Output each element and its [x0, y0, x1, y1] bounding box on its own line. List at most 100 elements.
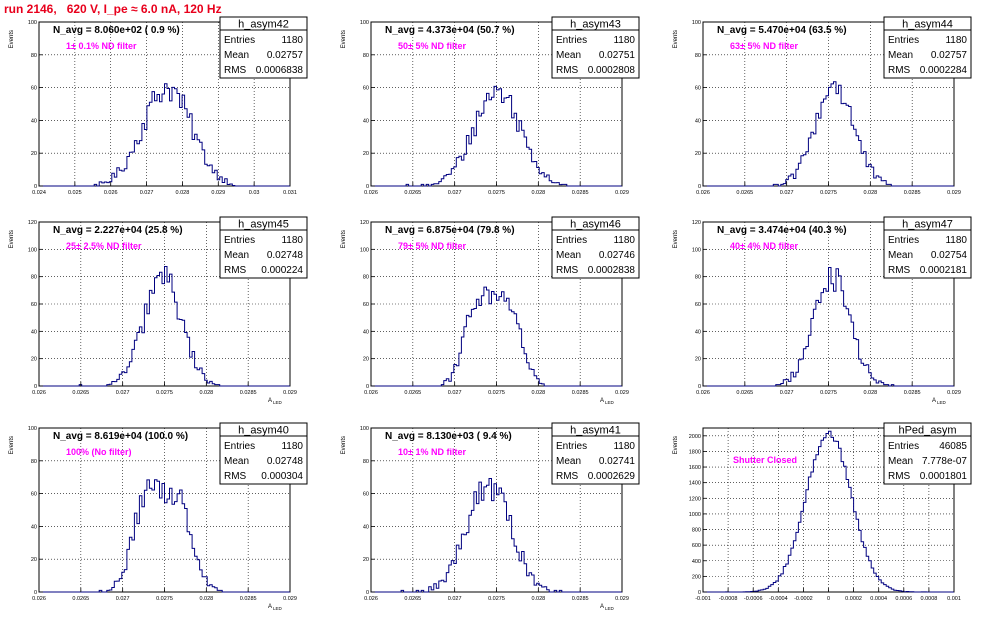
x-tick-label: 0.0265 [72, 596, 89, 602]
stats-label-entries: Entries [888, 235, 919, 246]
x-tick-label: 0.028 [199, 596, 213, 602]
x-tick-label: 0.0265 [736, 190, 753, 196]
stats-value-mean: 0.02751 [599, 50, 636, 61]
stats-label-mean: Mean [556, 250, 581, 261]
y-tick-label: 80 [363, 53, 369, 59]
x-tick-label: 0.026 [32, 390, 46, 396]
histogram-line [39, 83, 290, 187]
y-axis-label: Events [673, 436, 679, 454]
y-tick-label: 60 [695, 86, 701, 92]
histogram-name: hPed_asym [898, 425, 956, 437]
x-tick-label: 0.0265 [72, 390, 89, 396]
histogram-name: h_asym45 [238, 219, 289, 231]
stats-box [219, 422, 308, 485]
y-axis-label: Events [9, 30, 15, 48]
histogram-name: h_asym43 [570, 19, 621, 31]
stats-value-mean: 0.02748 [267, 456, 304, 467]
stats-label-entries: Entries [224, 441, 255, 452]
y-axis-label: Events [9, 436, 15, 454]
y-tick-label: 1000 [689, 512, 701, 518]
y-tick-label: 60 [363, 302, 369, 308]
x-tick-label: 0.027 [780, 190, 794, 196]
y-tick-label: 800 [692, 528, 701, 534]
histogram-line [703, 81, 954, 187]
y-tick-label: 60 [31, 302, 37, 308]
y-axis-label: Events [341, 436, 347, 454]
stats-value-entries: 1180 [281, 235, 303, 246]
y-axis-label: Events [673, 230, 679, 248]
x-axis-label-subscript: LED [273, 400, 283, 405]
stats-box [551, 216, 640, 279]
histogram-line [703, 267, 954, 387]
x-tick-label: 0.0285 [904, 390, 921, 396]
stats-label-entries: Entries [224, 235, 255, 246]
y-tick-label: 20 [31, 557, 37, 563]
y-tick-label: 0 [698, 184, 701, 190]
panel-h-asym46: 0.026 0.0265 0.027 0.0275 0.028 0.0285 0.029 0 2… [332, 214, 664, 414]
stats-value-mean: 0.02741 [599, 456, 636, 467]
x-tick-label: 0.028 [531, 390, 545, 396]
x-tick-label: 0.0004 [870, 596, 887, 602]
stats-value-rms: 0.0001801 [920, 471, 968, 482]
stats-value-rms: 0.0002808 [588, 65, 636, 76]
x-tick-label: 0.026 [32, 596, 46, 602]
stats-value-entries: 1180 [945, 235, 967, 246]
x-tick-label: 0.0285 [572, 596, 589, 602]
stats-label-rms: RMS [888, 65, 911, 76]
y-tick-label: 60 [695, 302, 701, 308]
stats-label-mean: Mean [224, 250, 249, 261]
histogram-name: h_asym46 [570, 219, 621, 231]
y-axis-label: Events [341, 230, 347, 248]
y-tick-label: 80 [695, 53, 701, 59]
stats-label-rms: RMS [888, 265, 911, 276]
stats-label-entries: Entries [556, 441, 587, 452]
stats-value-mean: 0.02754 [931, 250, 968, 261]
x-tick-label: 0.027 [116, 596, 130, 602]
x-tick-label: 0.029 [211, 190, 225, 196]
panel-h-asym40: 0.026 0.0265 0.027 0.0275 0.028 0.0285 0.029 0 2… [0, 420, 332, 620]
stats-value-mean: 0.02748 [267, 250, 304, 261]
plot-title: N_avg = 8.130e+03 ( 9.4 %) [385, 431, 512, 442]
x-tick-label: 0.0265 [404, 596, 421, 602]
x-axis-label: A [268, 604, 272, 610]
x-tick-label: -0.0008 [719, 596, 738, 602]
x-tick-label: 0.025 [68, 190, 82, 196]
y-tick-label: 600 [692, 543, 701, 549]
y-tick-label: 100 [360, 426, 369, 432]
stats-label-rms: RMS [556, 471, 579, 482]
x-tick-label: 0.0275 [488, 390, 505, 396]
x-tick-label: 0.0265 [404, 190, 421, 196]
stats-label-rms: RMS [224, 265, 247, 276]
x-tick-label: 0.026 [696, 190, 710, 196]
x-tick-label: 0.03 [249, 190, 260, 196]
stats-value-entries: 1180 [613, 235, 635, 246]
y-tick-label: 100 [28, 247, 37, 253]
histogram-line [39, 479, 290, 593]
plot-title: N_avg = 8.060e+02 ( 0.9 %) [53, 25, 180, 36]
x-tick-label: 0.029 [615, 190, 629, 196]
y-axis-label: Events [673, 30, 679, 48]
run-title: run 2146, 620 V, I_pe ≈ 6.0 nA, 120 Hz [4, 2, 222, 16]
plot-title: N_avg = 6.875e+04 (79.8 %) [385, 225, 515, 236]
y-tick-label: 120 [360, 220, 369, 226]
panel-h-asym43: 0.026 0.0265 0.027 0.0275 0.028 0.0285 0.029 0 2… [332, 14, 664, 214]
filter-annotation: 50± 5% ND filter [398, 41, 466, 51]
chart-svg: 0.026 0.0265 0.027 0.0275 0.028 0.0285 0.029 0 2… [9, 422, 308, 611]
x-tick-label: 0.0002 [845, 596, 862, 602]
x-tick-label: -0.001 [695, 596, 711, 602]
stats-value-mean: 0.02757 [931, 50, 968, 61]
y-tick-label: 60 [31, 492, 37, 498]
y-tick-label: 200 [692, 574, 701, 580]
chart-svg: 0.026 0.0265 0.027 0.0275 0.028 0.0285 0.029 0 2… [341, 216, 640, 405]
x-tick-label: -0.0002 [794, 596, 813, 602]
x-tick-label: 0.0265 [736, 390, 753, 396]
stats-value-entries: 1180 [945, 35, 967, 46]
filter-annotation: 79± 5% ND filter [398, 241, 466, 251]
panel-h-asym44: 0.026 0.0265 0.027 0.0275 0.028 0.0285 0.029 0 2… [664, 14, 996, 214]
x-tick-label: 0.0275 [488, 190, 505, 196]
stats-box [551, 422, 640, 485]
histogram-name: h_asym40 [238, 425, 289, 437]
panel-h-asym42: 0.024 0.025 0.026 0.027 0.028 0.029 0.03 0.031 0… [0, 14, 332, 214]
y-tick-label: 100 [360, 20, 369, 26]
y-tick-label: 0 [366, 590, 369, 596]
